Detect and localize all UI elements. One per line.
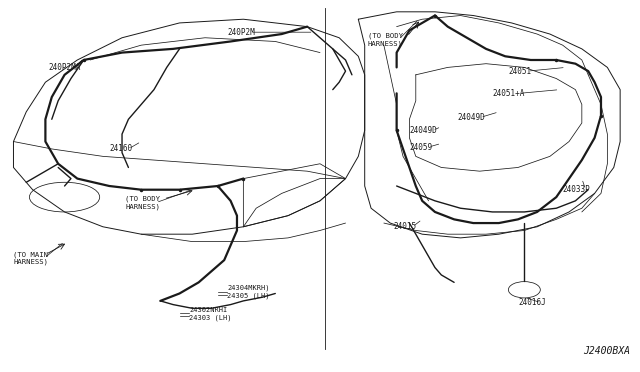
Text: (TO BODY
HARNESS): (TO BODY HARNESS) xyxy=(368,33,403,46)
Text: J2400BXA: J2400BXA xyxy=(583,346,630,356)
Text: 24016J: 24016J xyxy=(518,298,546,307)
Text: 24033P: 24033P xyxy=(563,185,591,194)
Text: 24051+A: 24051+A xyxy=(492,89,525,98)
Text: 240P2MA: 240P2MA xyxy=(49,63,81,72)
Text: 24160: 24160 xyxy=(109,144,132,153)
Text: 24049D: 24049D xyxy=(458,113,485,122)
Text: (TO BODY
HARNESS): (TO BODY HARNESS) xyxy=(125,196,160,210)
Text: 24015: 24015 xyxy=(394,222,417,231)
Text: 24049D: 24049D xyxy=(410,126,437,135)
Text: 240P2M: 240P2M xyxy=(227,28,255,37)
Text: (TO MAIN
HARNESS): (TO MAIN HARNESS) xyxy=(13,251,49,265)
Text: 24302NRHI
24303 (LH): 24302NRHI 24303 (LH) xyxy=(189,307,232,321)
Text: 24059: 24059 xyxy=(410,142,433,151)
Text: 24304MKRH)
24305 (LH): 24304MKRH) 24305 (LH) xyxy=(227,285,270,299)
Text: 24051: 24051 xyxy=(508,67,531,76)
